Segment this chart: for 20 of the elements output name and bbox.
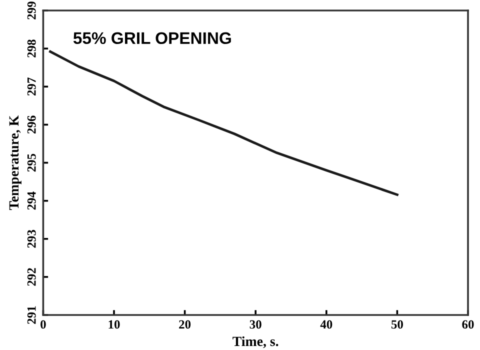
- y-axis-title: Temperature, K: [9, 115, 22, 210]
- y-tick-label: 296: [27, 116, 36, 134]
- y-tick-label: 291: [27, 306, 36, 324]
- x-tick-label: 30: [250, 320, 262, 329]
- y-tick-label: 298: [27, 40, 36, 58]
- x-axis-title: Time, s.: [232, 336, 278, 348]
- x-tick-label: 60: [462, 320, 474, 329]
- x-tick-label: 10: [108, 320, 120, 329]
- y-tick-label: 292: [27, 268, 36, 286]
- text: 55% GRIL OPENING: [73, 32, 231, 44]
- y-tick-label: 295: [27, 154, 36, 172]
- x-tick-label: 50: [391, 320, 403, 329]
- y-tick-label: 294: [27, 192, 36, 210]
- y-tick-label: 297: [27, 78, 36, 96]
- y-tick-label: 293: [27, 230, 36, 248]
- line-series: [49, 50, 398, 196]
- y-tick-label: 299: [27, 2, 36, 20]
- x-tick-label: 0: [40, 320, 46, 329]
- x-tick-label: 20: [179, 320, 191, 329]
- x-tick-label: 40: [320, 320, 332, 329]
